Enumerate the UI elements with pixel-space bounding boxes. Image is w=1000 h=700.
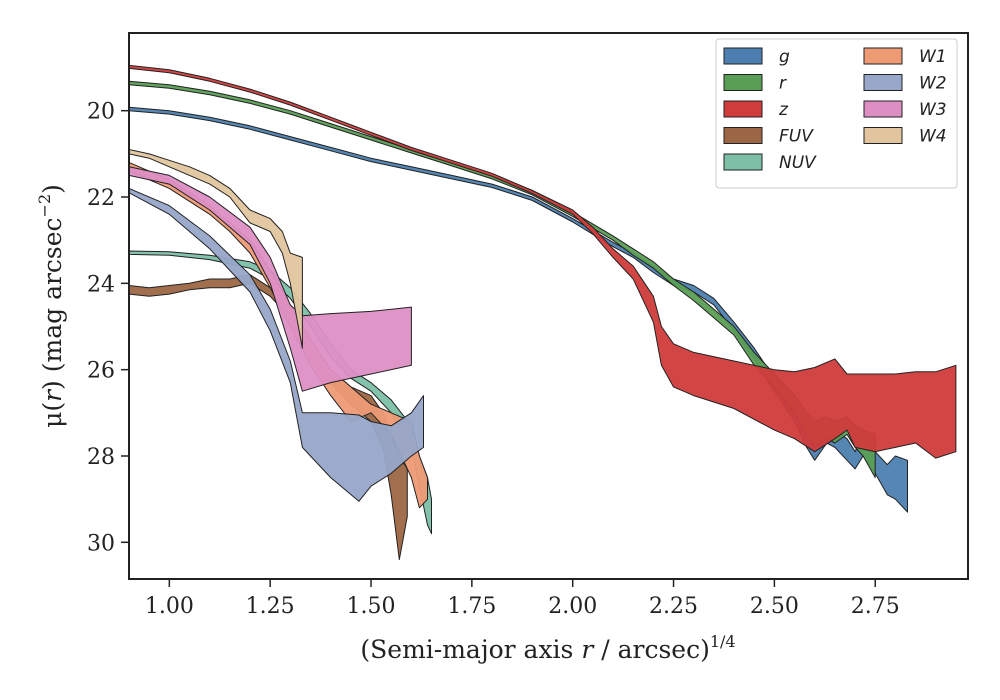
x-tick-label: 1.50 — [347, 594, 396, 619]
x-tick-label: 2.50 — [750, 594, 799, 619]
legend: grz FUV NUV W1 W2 W3 W4 — [715, 38, 958, 189]
x-tick-label: 1.25 — [246, 594, 295, 619]
band-g — [129, 106, 908, 513]
legend-label-r: r — [779, 74, 787, 94]
x-tick-label: 2.25 — [649, 594, 698, 619]
y-axis-label-close: ) — [38, 184, 67, 194]
data-bands — [129, 64, 957, 561]
band-w4 — [129, 149, 303, 349]
legend-swatch-g — [723, 47, 763, 65]
legend-label-g: g — [779, 47, 790, 67]
y-axis-label-tail: ) (mag arcsec — [38, 217, 67, 390]
plot-area: 1.00 1.25 1.50 1.75 2.00 2.25 2.50 2.75 2022242… — [87, 32, 969, 619]
x-tick-label: 2.75 — [851, 594, 900, 619]
y-axis-label: μ(r) (mag arcsec−2) — [35, 184, 67, 428]
y-tick-label: 22 — [87, 186, 115, 211]
legend-label-z: z — [778, 100, 789, 120]
legend-label-fuv: FUV — [779, 127, 814, 147]
legend-label-w2: W2 — [919, 74, 947, 94]
y-axis-label-var: r — [38, 388, 67, 402]
y-tick-label: 30 — [87, 531, 115, 556]
x-tick-label: 2.00 — [548, 594, 597, 619]
x-axis-label-tail: / arcsec) — [593, 635, 710, 664]
legend-label-w3: W3 — [919, 100, 947, 120]
x-tick-label: 1.75 — [447, 594, 496, 619]
axes-frame — [128, 32, 969, 580]
legend-swatch-z — [723, 100, 763, 118]
legend-swatch-w2 — [863, 74, 903, 91]
legend-swatch-w3 — [863, 100, 903, 118]
band-w3 — [129, 166, 412, 392]
x-axis-label-main: (Semi-major axis — [360, 635, 581, 664]
y-tick-label: 24 — [87, 272, 115, 297]
x-tick-label: 1.00 — [145, 594, 194, 619]
legend-items: grz FUV NUV W1 W2 W3 W4 — [723, 47, 947, 173]
x-axis-label-var: r — [581, 635, 595, 664]
legend-swatch-fuv — [723, 127, 763, 144]
legend-swatch-nuv — [723, 153, 763, 171]
band-z — [129, 64, 957, 459]
band-w2 — [129, 187, 424, 502]
legend-swatch-w1 — [863, 47, 903, 65]
x-axis-label-exp: 1/4 — [710, 632, 736, 651]
legend-swatch-w4 — [863, 127, 903, 144]
y-axis-label-exp: −2 — [35, 194, 54, 218]
x-axis-label: (Semi-major axis r / arcsec)1/4 — [360, 632, 735, 664]
y-axis-label-main: μ( — [38, 402, 67, 428]
legend-swatch-r — [723, 74, 763, 91]
x-axis-ticks: 1.00 1.25 1.50 1.75 2.00 2.25 2.50 2.75 — [145, 579, 900, 619]
y-tick-label: 26 — [87, 359, 115, 384]
y-tick-label: 20 — [87, 100, 115, 125]
legend-label-w1: W1 — [919, 47, 947, 67]
y-tick-label: 28 — [87, 445, 115, 470]
y-axis-ticks: 20 22 24 26 28 30 — [87, 100, 129, 556]
legend-label-nuv: NUV — [779, 153, 817, 173]
legend-label-w4: W4 — [919, 127, 947, 147]
